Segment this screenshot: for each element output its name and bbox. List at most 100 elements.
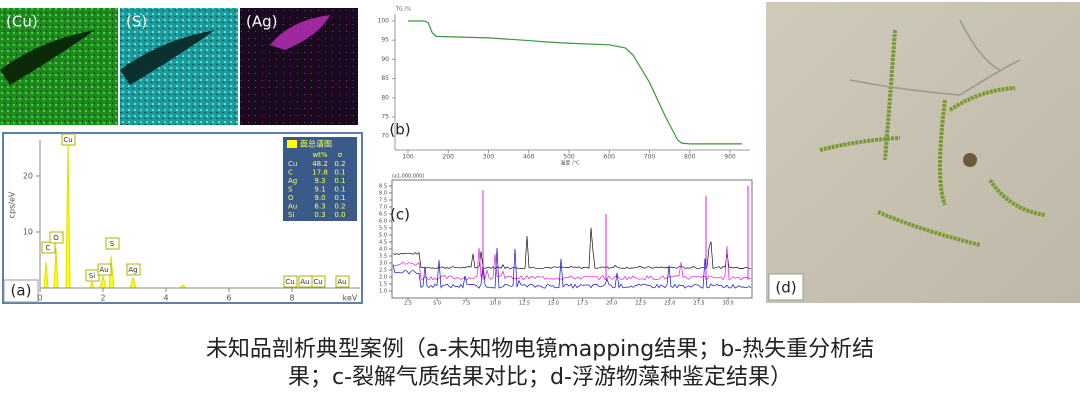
peak-label: S xyxy=(110,240,115,248)
x-axis-label: keV xyxy=(343,294,358,303)
peak-label: Cu xyxy=(63,136,72,144)
x-tick-label: 700 xyxy=(644,154,656,161)
y-tick-label: 6.0 xyxy=(379,219,387,225)
y-tick-label: 4.5 xyxy=(379,240,387,246)
x-axis-label: 温度 /°C xyxy=(560,160,580,167)
x-tick-label: 7.5 xyxy=(462,301,470,307)
peak-label: Si xyxy=(89,272,95,280)
y-tick-label: 75 xyxy=(381,114,389,121)
table-cell: 9.3 xyxy=(314,177,325,185)
peak-box xyxy=(335,275,350,288)
table-cell: Ag xyxy=(288,177,297,185)
x-tick-label: 5.0 xyxy=(433,301,441,307)
x-tick-label: 0 xyxy=(37,294,42,303)
peak-label: Au xyxy=(300,278,309,286)
y-tick-label: 95 xyxy=(381,37,389,44)
x-tick-label: 27.5 xyxy=(693,301,704,307)
x-tick-label: 600 xyxy=(604,154,616,161)
y-tick-label: 6.5 xyxy=(379,212,387,218)
y-tick-label: 1.0 xyxy=(379,289,387,295)
y-tick-label: 70 xyxy=(381,133,389,140)
table-cell: S xyxy=(288,186,293,194)
x-tick-label: 900 xyxy=(724,154,736,161)
y-tick-label: 8.0 xyxy=(379,191,387,197)
table-cell: Si xyxy=(288,211,294,219)
peak-label: Cu xyxy=(285,278,294,286)
chromatogram xyxy=(392,227,752,270)
x-tick-label: 25.0 xyxy=(664,301,675,307)
table-cell: C xyxy=(288,169,293,177)
y-tick-label: 5.5 xyxy=(379,226,387,232)
peak-box xyxy=(283,275,298,288)
y-tick-label: 10 xyxy=(23,228,33,237)
peak-box xyxy=(126,263,141,276)
table-cell: 9.0 xyxy=(314,194,325,202)
x-tick-label: 2 xyxy=(100,294,105,303)
table-cell: 0.2 xyxy=(334,160,345,168)
label-box xyxy=(3,279,39,303)
y-tick-label: 85 xyxy=(381,75,389,82)
y-axis-label: TG /% xyxy=(395,7,411,13)
panel-label: (a) xyxy=(11,282,32,300)
x-tick-label: 10.0 xyxy=(490,301,501,307)
map-dark xyxy=(120,30,215,85)
table-cell: 0.1 xyxy=(334,169,345,177)
map-ag-spot xyxy=(270,15,330,50)
chromatogram xyxy=(392,246,752,281)
x-tick-label: 2.5 xyxy=(404,301,412,307)
peak-box xyxy=(311,275,326,288)
peak-label: Au xyxy=(99,266,108,274)
chromatogram xyxy=(392,248,752,289)
eds-table-bg xyxy=(283,137,357,221)
micrograph xyxy=(766,2,1080,303)
y-tick-label: 5.0 xyxy=(379,233,387,239)
table-header: σ xyxy=(338,151,343,159)
panel-label: (c) xyxy=(390,206,410,224)
peak-label: Cu xyxy=(313,278,322,286)
y-tick-label: 7.0 xyxy=(379,205,387,211)
table-cell: 17.8 xyxy=(312,169,328,177)
peak-box xyxy=(49,231,64,244)
map-label: (S) xyxy=(126,13,147,31)
y-tick-label: 100 xyxy=(378,18,390,25)
label-box xyxy=(768,273,804,301)
x-tick-label: 400 xyxy=(523,154,535,161)
x-tick-label: 500 xyxy=(563,154,575,161)
panel-label: (d) xyxy=(775,279,796,297)
x-tick-label: 12.5 xyxy=(519,301,530,307)
table-cell: 9.1 xyxy=(314,186,325,194)
table-cell: Au xyxy=(288,203,297,211)
x-tick-label: 300 xyxy=(483,154,495,161)
table-cell: 48.2 xyxy=(312,160,328,168)
x-tick-label: 8 xyxy=(289,294,294,303)
x-tick-label: 4 xyxy=(163,294,168,303)
x-tick-label: 6 xyxy=(226,294,231,303)
x-tick-label: 800 xyxy=(684,154,696,161)
particle xyxy=(963,153,977,167)
caption: 果；c-裂解气质结果对比；d-浮游物藻种鉴定结果） xyxy=(288,365,792,390)
y-tick-label: 1.5 xyxy=(379,282,387,288)
table-cell: 6.3 xyxy=(314,203,325,211)
table-cell: O xyxy=(288,194,294,202)
table-title: 面总谱图 xyxy=(300,139,332,149)
y-axis-label: cps/eV xyxy=(8,191,17,218)
peak-label: Au xyxy=(337,278,346,286)
y-tick-label: 20 xyxy=(23,172,33,181)
table-cell: 0.2 xyxy=(334,203,345,211)
x-tick-label: 22.5 xyxy=(635,301,646,307)
y-tick-label: 3.5 xyxy=(379,254,387,260)
y-tick-label: 8.5 xyxy=(379,184,387,190)
x-tick-label: 15.0 xyxy=(548,301,559,307)
fibers xyxy=(849,19,1021,96)
y-tick-label: 2.5 xyxy=(379,268,387,274)
table-cell: 0.3 xyxy=(314,211,325,219)
x-tick-label: 17.5 xyxy=(577,301,588,307)
y-tick-label: 80 xyxy=(381,94,389,101)
algae xyxy=(819,29,1046,247)
table-header: wt% xyxy=(312,151,327,159)
map-dark xyxy=(0,30,95,85)
map-label: (Cu) xyxy=(6,13,38,31)
y-tick-label: 7.5 xyxy=(379,198,387,204)
x-tick-label: 30.0 xyxy=(723,301,734,307)
